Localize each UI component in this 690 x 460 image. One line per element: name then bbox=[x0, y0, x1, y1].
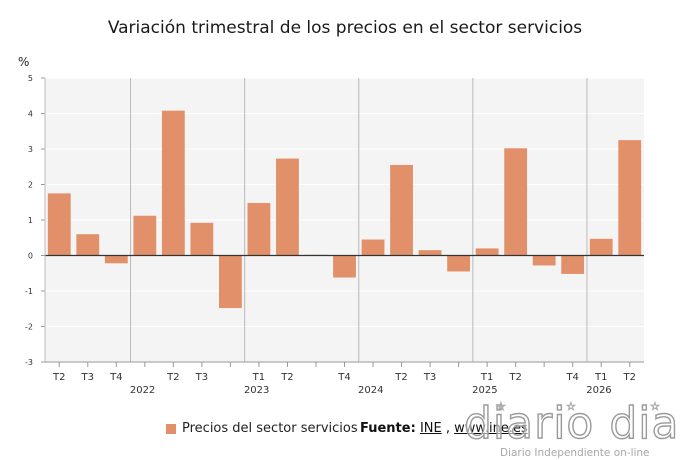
source-site-link[interactable]: www.ine.es bbox=[454, 421, 528, 436]
bar bbox=[104, 255, 128, 264]
star-icon: ☆ bbox=[566, 400, 576, 413]
year-label: 2026 bbox=[586, 385, 611, 396]
bar bbox=[276, 158, 299, 256]
y-ticks: -3 -2 -1 0 1 2 3 4 5 bbox=[25, 74, 46, 367]
x-tick-label: T2 bbox=[166, 372, 179, 383]
bar bbox=[475, 248, 499, 256]
bar bbox=[133, 215, 157, 256]
bar bbox=[561, 255, 585, 274]
legend-swatch bbox=[166, 423, 176, 434]
x-tick-label: T1 bbox=[594, 372, 607, 383]
x-tick-label: T4 bbox=[337, 372, 350, 383]
year-label: 2022 bbox=[130, 385, 155, 396]
x-tick-label: T3 bbox=[423, 372, 436, 383]
chart-title: Variación trimestral de los precios en e… bbox=[107, 18, 583, 38]
diario-dia-logo: diario dia ☆ ☆ ☆ Diario Independiente on… bbox=[463, 397, 679, 459]
y-tick-label: -1 bbox=[25, 287, 33, 296]
year-label: 2023 bbox=[244, 385, 269, 396]
bar bbox=[532, 255, 556, 266]
y-tick-label: 1 bbox=[28, 216, 33, 225]
bar bbox=[504, 148, 528, 256]
bar bbox=[76, 234, 100, 256]
x-ticks: T2 T3 T4 T2 T3 T1 T2 T4 T2 T3 T1 T2 T4 T1 T2 2022 2023 20… bbox=[45, 361, 644, 396]
star-icon: ☆ bbox=[496, 400, 506, 413]
x-tick-label: T2 bbox=[52, 372, 65, 383]
source-org-link[interactable]: INE bbox=[419, 421, 442, 436]
y-tick-label: 0 bbox=[28, 252, 33, 261]
legend-label: Precios del sector servicios bbox=[182, 421, 358, 436]
y-tick-label: -2 bbox=[25, 323, 33, 332]
source-separator: , bbox=[445, 421, 450, 436]
x-tick-label: T1 bbox=[252, 372, 265, 383]
legend: Precios del sector servicios bbox=[166, 421, 358, 436]
bars bbox=[47, 110, 642, 309]
bar bbox=[47, 193, 71, 256]
y-tick-label: -3 bbox=[25, 358, 33, 367]
bar bbox=[447, 255, 471, 272]
year-label: 2024 bbox=[358, 385, 383, 396]
bar bbox=[247, 202, 271, 256]
star-icon: ☆ bbox=[650, 400, 660, 413]
x-tick-label: T3 bbox=[81, 372, 94, 383]
bar bbox=[361, 239, 385, 256]
x-tick-label: T2 bbox=[622, 372, 635, 383]
year-separators bbox=[130, 78, 588, 362]
logo-text: diario dia bbox=[464, 398, 679, 449]
y-tick-label: 4 bbox=[28, 110, 33, 119]
bar bbox=[333, 255, 356, 278]
x-tick-label: T2 bbox=[280, 372, 293, 383]
bar bbox=[618, 140, 642, 256]
x-tick-label: T2 bbox=[394, 372, 407, 383]
x-tick-label: T2 bbox=[508, 372, 521, 383]
x-tick-label: T1 bbox=[480, 372, 493, 383]
source-prefix: Fuente: bbox=[360, 421, 416, 436]
x-tick-label: T3 bbox=[195, 372, 208, 383]
y-tick-label: 5 bbox=[28, 74, 33, 83]
bar bbox=[161, 110, 185, 256]
y-tick-label: 2 bbox=[28, 181, 33, 190]
bar bbox=[190, 222, 214, 256]
y-tick-label: 3 bbox=[28, 145, 33, 154]
logo-tagline: Diario Independiente on-line bbox=[500, 447, 650, 459]
source-note: Fuente: INE , www.ine.es bbox=[360, 421, 528, 436]
bar bbox=[418, 250, 442, 256]
y-axis-label: % bbox=[18, 55, 29, 69]
x-tick-label: T4 bbox=[109, 372, 122, 383]
year-label: 2025 bbox=[472, 385, 497, 396]
bar bbox=[390, 164, 413, 256]
bar bbox=[218, 255, 242, 309]
bar bbox=[589, 238, 613, 256]
x-tick-label: T4 bbox=[565, 372, 578, 383]
